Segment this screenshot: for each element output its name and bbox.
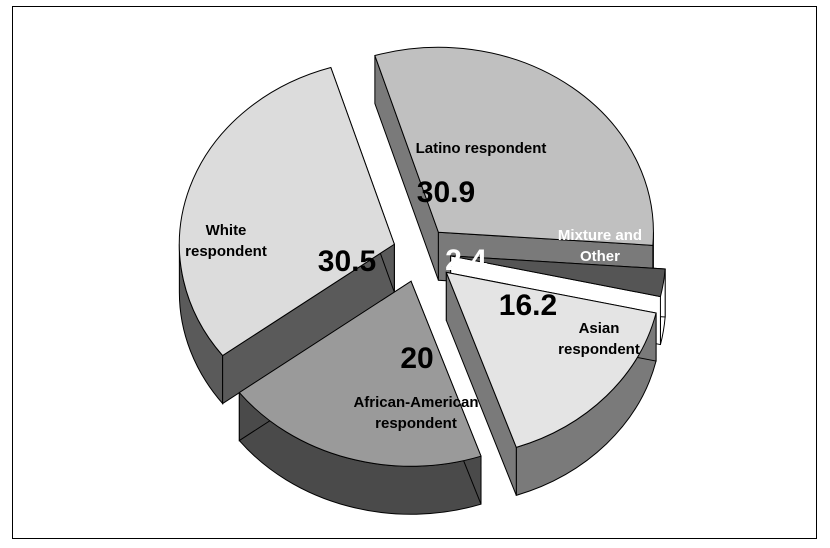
slice-label-asian-respondent: Asian respondent (558, 320, 640, 358)
slice-label-latino-respondent: Latino respondent (416, 140, 547, 157)
slice-value-latino-respondent: 30.9 (417, 176, 475, 209)
slice-label-mixture-and-other: Mixture and Other (558, 227, 642, 265)
chart-frame: Latino respondent 30.9 Mixture and Other 2.4… (12, 6, 817, 539)
slice-label-white-respondent: White respondent (185, 222, 267, 260)
pie-chart: Latino respondent 30.9 Mixture and Other 2.4… (178, 46, 666, 515)
pie-slice-white-respondent (178, 66, 395, 357)
pie-slice-african-american-respondent (238, 280, 482, 467)
slice-value-asian-respondent: 16.2 (499, 289, 557, 322)
pie-slice-mixture-and-other (450, 255, 666, 298)
pie-slice-latino-respondent (374, 46, 654, 246)
slice-value-mixture-and-other: 2.4 (445, 244, 487, 277)
pie-slice-asian-respondent (445, 271, 657, 448)
slice-value-white-respondent: 30.5 (318, 245, 376, 278)
slice-value-african-american-respondent: 20 (400, 342, 433, 375)
slice-label-african-american-respondent: African-American respondent (353, 394, 478, 432)
